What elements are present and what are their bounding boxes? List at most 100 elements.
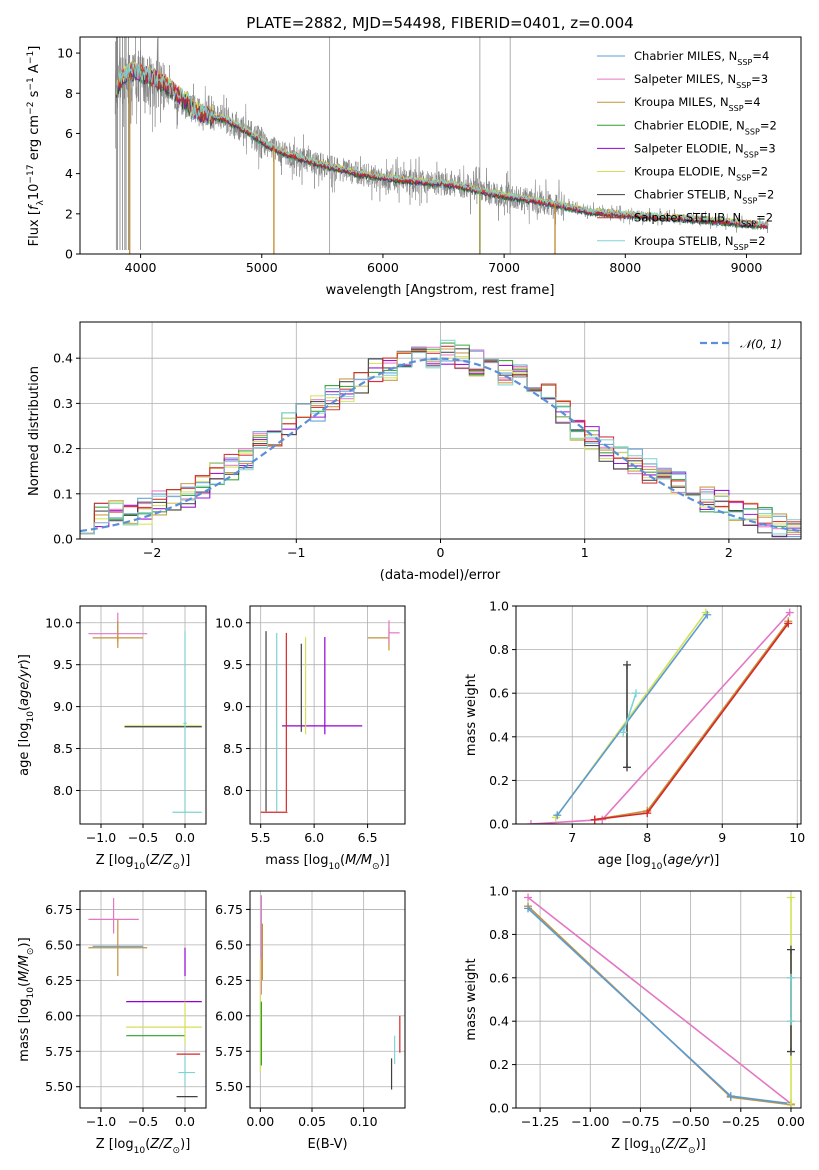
text-span: Z [log [96, 853, 134, 868]
legend-entry-5: Kroupa ELODIE, NSSP=2 [634, 165, 768, 183]
text-span: Kroupa ELODIE, N [634, 165, 736, 179]
gaussian-legend-label: 𝒩(0, 1) [740, 337, 782, 351]
text-span: age [log [598, 853, 651, 868]
mass-vs-EBV-xtick-label: 0.00 [246, 1114, 274, 1129]
age-vs-mass-ytick-label: 9.0 [223, 699, 243, 714]
text-span: )] [709, 853, 719, 868]
text-span: 10 [27, 184, 42, 201]
text-span: mass [log [17, 999, 32, 1062]
mass-vs-EBV-ytick-label: 6.50 [215, 937, 243, 952]
text-span: −1 [26, 77, 36, 90]
age-vs-Z-ytick-label: 8.0 [53, 783, 73, 798]
age-vs-mass-point-1 [388, 620, 400, 643]
text-span: SSP [736, 173, 751, 182]
text-span: age/yr [668, 853, 711, 868]
legend-entry-0: Chabrier MILES, NSSP=4 [634, 49, 769, 67]
mass-vs-Z-plot-area [88, 898, 202, 1098]
weight-vs-age-ytick-label: 0.6 [489, 686, 509, 701]
mass-vs-Z-axes: −1.0 −0.5 0.0 5.50 5.75 6.00 6.25 6.50 6.75 [45, 890, 207, 1129]
age-vs-Z-point-4 [183, 631, 187, 814]
residuals-ytick-label: 0.0 [53, 532, 73, 547]
text-span: Chabrier ELODIE, N [634, 118, 745, 132]
text-span: mass [log [265, 853, 328, 868]
spectrum-ylabel: Flux [fλ10−17 erg cm−2 s−1 A−1] [26, 46, 46, 247]
text-span: )] [380, 853, 390, 868]
weight-vs-Z-frame [515, 890, 802, 1109]
text-span: ] [27, 46, 42, 51]
text-span: SSP [742, 196, 757, 205]
text-span: 10 [651, 862, 663, 872]
text-span: Chabrier MILES, N [634, 49, 737, 63]
spectrum-frame [79, 36, 802, 255]
mass-vs-Z-ytick-label: 6.00 [45, 1008, 73, 1023]
spectrum-ytick-label: 2 [65, 206, 73, 221]
mass-vs-EBV-plot-area [259, 895, 401, 1090]
weight-vs-Z-xlabel: Z [log10(Z/Z⊙)] [611, 1137, 706, 1156]
weight-vs-Z-xtick-label: −1.00 [571, 1114, 609, 1129]
residuals-axes: −2 −1 0 1 2 0.0 0.1 0.2 0.3 0.4 [53, 321, 802, 560]
text-span: ( [145, 1137, 150, 1152]
age-vs-mass-ytick-label: 9.5 [223, 657, 243, 672]
weight-vs-age-series-marker [619, 728, 628, 737]
weight-vs-Z-axes: −1.25 −1.00 −0.75 −0.50 −0.25 0.00 0.0 0.2 0.4 0.… [489, 884, 805, 1130]
mass-vs-EBV-ytick-label: 6.25 [215, 973, 243, 988]
weight-vs-age-series-marker [784, 619, 793, 628]
mass-vs-EBV-xtick-label: 0.05 [298, 1114, 326, 1129]
text-span: 10 [26, 987, 36, 999]
legend-entry-6: Chabrier STELIB, NSSP=2 [634, 188, 774, 206]
mass-vs-EBV-ytick-label: 5.50 [215, 1079, 243, 1094]
weight-vs-age-ytick-label: 0.2 [489, 773, 509, 788]
text-span: ⊙ [688, 1146, 696, 1156]
age-vs-Z-xtick-label: 0.0 [175, 830, 195, 845]
spectrum-xtick-label: 7000 [488, 260, 520, 275]
age-vs-mass-ytick-label: 8.0 [223, 783, 243, 798]
spectrum-xlabel: wavelength [Angstrom, rest frame] [326, 283, 555, 298]
spectrum-ytick-label: 0 [65, 247, 73, 262]
weight-vs-age-xlabel: age [log10(age/yr)] [598, 853, 720, 872]
weight-vs-Z-ytick-label: 1.0 [489, 884, 509, 899]
text-span: =2 [760, 118, 777, 132]
age-vs-mass-xtick-label: 6.0 [304, 830, 324, 845]
weight-vs-age-xtick-label: 8 [643, 830, 651, 845]
weight-vs-Z-ytick-label: 0.0 [489, 1101, 509, 1116]
text-span: Chabrier STELIB, N [634, 188, 742, 202]
text-span: Z/Z [149, 853, 173, 868]
age-vs-Z-xtick-label: −0.5 [128, 830, 158, 845]
text-span: SSP [736, 81, 751, 90]
text-span: =2 [757, 188, 774, 202]
residuals-ytick-label: 0.3 [53, 396, 73, 411]
age-vs-Z-ytick-label: 9.5 [53, 657, 73, 672]
weight-vs-age-xtick-label: 7 [568, 830, 576, 845]
text-span: Kroupa STELIB, N [634, 234, 734, 248]
weight-vs-Z-series-marker [726, 1092, 735, 1101]
age-vs-Z-ytick-label: 8.5 [53, 741, 73, 756]
text-span: 10 [134, 1146, 146, 1156]
text-span: SSP [729, 104, 744, 113]
weight-vs-Z-plot-area [524, 893, 795, 1108]
text-span: f [27, 203, 42, 210]
legend-entry-3: Chabrier ELODIE, NSSP=2 [634, 118, 777, 136]
spectrum-xtick-label: 6000 [367, 260, 399, 275]
weight-vs-age-series-marker [643, 809, 652, 818]
mass-vs-EBV-axes: 0.00 0.05 0.10 5.50 5.75 6.00 6.25 6.50 6.75 [215, 890, 406, 1129]
spectrum-title: PLATE=2882, MJD=54498, FIBERID=0401, z=0… [246, 14, 633, 32]
mass-vs-EBV-frame [249, 890, 406, 1109]
weight-vs-age-series-marker [553, 811, 562, 820]
text-span: =3 [759, 141, 776, 155]
weight-vs-age-series-marker [623, 660, 631, 669]
text-span: 10 [134, 862, 146, 872]
weight-vs-Z-series-marker [786, 973, 795, 982]
weight-vs-Z-series-marker [524, 893, 533, 902]
residuals-xtick-label: −2 [143, 545, 161, 560]
spectrum-plot-area [114, 37, 769, 254]
legend-entry-7: Salpeter STELIB, NSSP=2 [634, 211, 773, 229]
text-span: ⊙ [173, 862, 181, 872]
spectrum-ytick-label: 8 [65, 86, 73, 101]
age-vs-Z-xtick-label: −1.0 [86, 830, 116, 845]
text-span: Z/Z [149, 1137, 173, 1152]
weight-vs-Z-ylabel: mass weight [464, 958, 479, 1040]
text-span: SSP [737, 58, 752, 67]
weight-vs-Z-xtick-label: −0.50 [671, 1114, 709, 1129]
text-span: =2 [749, 234, 766, 248]
